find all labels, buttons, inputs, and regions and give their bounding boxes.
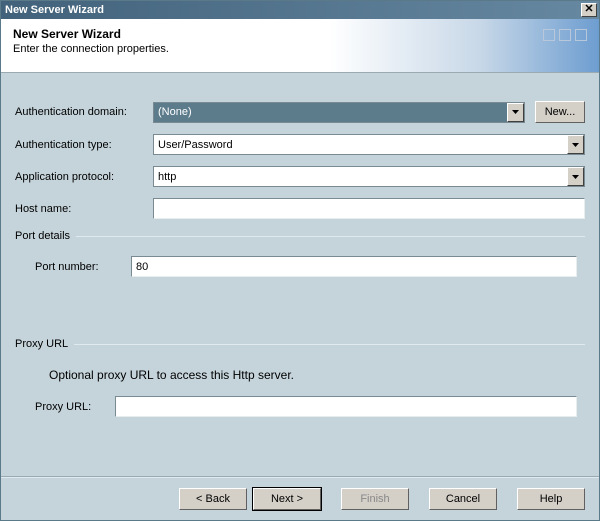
port-legend: Port details — [15, 230, 70, 242]
wizard-content: Authentication domain: (None) New... Aut… — [1, 73, 599, 476]
page-subtitle: Enter the connection properties. — [13, 43, 587, 55]
port-number-input[interactable] — [131, 256, 577, 277]
proxy-description: Optional proxy URL to access this Http s… — [49, 368, 577, 382]
port-details-group: Port details Port number: — [15, 230, 585, 296]
app-protocol-select[interactable]: http — [153, 166, 585, 187]
chevron-down-icon[interactable] — [567, 135, 584, 154]
proxy-url-label: Proxy URL: — [35, 401, 115, 413]
header-decoration — [543, 29, 587, 41]
next-button[interactable]: Next > — [253, 488, 321, 510]
host-name-label: Host name: — [15, 203, 153, 215]
auth-domain-value: (None) — [158, 106, 507, 118]
auth-domain-label: Authentication domain: — [15, 106, 153, 118]
titlebar: New Server Wizard — [1, 1, 599, 19]
cancel-button[interactable]: Cancel — [429, 488, 497, 510]
help-button[interactable]: Help — [517, 488, 585, 510]
app-protocol-value: http — [158, 171, 567, 183]
finish-button[interactable]: Finish — [341, 488, 409, 510]
auth-type-select[interactable]: User/Password — [153, 134, 585, 155]
chevron-down-icon[interactable] — [507, 103, 524, 122]
page-title: New Server Wizard — [13, 27, 587, 41]
proxy-url-input[interactable] — [115, 396, 577, 417]
app-protocol-label: Application protocol: — [15, 171, 153, 183]
wizard-footer: < Back Next > Finish Cancel Help — [1, 476, 599, 520]
auth-type-value: User/Password — [158, 139, 567, 151]
proxy-legend: Proxy URL — [15, 338, 68, 350]
new-button[interactable]: New... — [535, 101, 585, 123]
auth-domain-select[interactable]: (None) — [153, 102, 525, 123]
close-icon[interactable] — [581, 3, 597, 17]
window-title: New Server Wizard — [5, 4, 581, 16]
divider — [76, 236, 585, 237]
chevron-down-icon[interactable] — [567, 167, 584, 186]
host-name-input[interactable] — [153, 198, 585, 219]
proxy-url-group: Proxy URL Optional proxy URL to access t… — [15, 338, 585, 436]
wizard-window: New Server Wizard New Server Wizard Ente… — [0, 0, 600, 521]
divider — [74, 344, 585, 345]
auth-type-label: Authentication type: — [15, 139, 153, 151]
back-button[interactable]: < Back — [179, 488, 247, 510]
port-number-label: Port number: — [35, 261, 131, 273]
wizard-header: New Server Wizard Enter the connection p… — [1, 19, 599, 73]
